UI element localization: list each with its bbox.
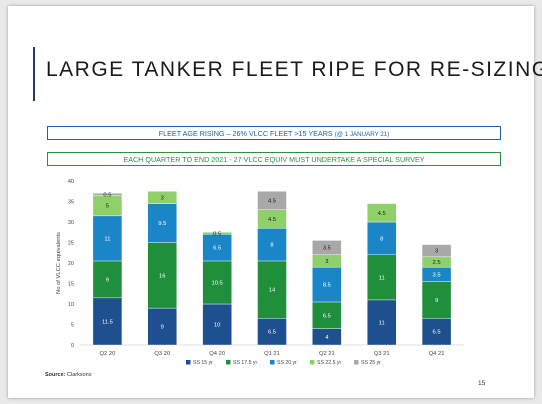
x-tick-label: Q1 21 (264, 351, 280, 357)
bar-value-label: 9 (161, 325, 164, 331)
bar-value-label: 6.5 (213, 246, 221, 252)
bar-segment (367, 221, 397, 255)
bar-segment (147, 203, 177, 243)
bar-segment (202, 232, 232, 235)
fleet-age-banner: FLEET AGE RISING – 26% VLCC FLEET >15 YE… (47, 126, 501, 140)
bar-segment (257, 227, 287, 262)
bar-value-label: 6.5 (433, 330, 441, 336)
fleet-age-banner-text: FLEET AGE RISING – 26% VLCC FLEET >15 YE… (158, 129, 335, 138)
slide-title: LARGE TANKER FLEET RIPE FOR RE-SIZING (46, 58, 542, 81)
y-tick-label: 30 (68, 220, 74, 226)
bar-segment (92, 193, 123, 196)
legend-swatch (226, 360, 231, 365)
bar-value-label: 0.5 (103, 192, 111, 198)
bar-value-label: 3.5 (323, 246, 331, 252)
legend-label: SS 22.5 yr (317, 360, 341, 366)
bar-value-label: 16 (159, 273, 165, 279)
bar-value-label: 11 (379, 275, 385, 281)
bar-value-label: 8 (380, 236, 383, 242)
bar-value-label: 5 (106, 204, 109, 210)
x-tick-label: Q2 20 (100, 351, 116, 357)
fleet-age-banner-date: (@ 1 JANUARY 21) (334, 131, 390, 138)
bar-value-label: 6.5 (323, 313, 331, 319)
bar-segment (257, 318, 287, 346)
bar-segment (202, 260, 232, 305)
bar-segment (257, 191, 287, 210)
bar-value-label: 0.5 (213, 231, 221, 237)
bar-value-label: 14 (269, 288, 276, 294)
page-number: 15 (478, 380, 486, 387)
bar-value-label: 9 (435, 298, 438, 304)
x-tick-label: Q4 21 (429, 351, 445, 357)
y-tick-label: 20 (68, 261, 74, 267)
bar-value-label: 10.5 (211, 280, 222, 286)
legend-swatch (354, 360, 359, 365)
legend-swatch (310, 360, 315, 365)
bar-value-label: 8.5 (323, 283, 331, 289)
x-tick-label: Q3 20 (154, 351, 170, 357)
y-tick-label: 35 (68, 200, 74, 206)
bar-segment (147, 307, 177, 346)
legend-label: SS 25 yr (361, 360, 381, 366)
bar-value-label: 11 (379, 320, 385, 326)
bar-segment (147, 191, 177, 204)
bar-segment (202, 234, 232, 262)
bar-segment (367, 203, 397, 223)
bar-value-label: 4.5 (378, 211, 386, 217)
legend-label: SS 20 yr (277, 360, 297, 366)
y-axis-title: No of VLCC equivalents (56, 232, 62, 294)
source-value: Clarksons (67, 372, 92, 378)
bar-value-label: 9.5 (158, 221, 166, 227)
legend-swatch (270, 360, 275, 365)
bar-value-label: 3 (325, 259, 328, 265)
bar-segment (257, 260, 287, 319)
bar-value-label: 3 (161, 195, 164, 201)
y-tick-label: 15 (68, 282, 74, 288)
bar-value-label: 3 (435, 249, 438, 255)
source-label: Source: (45, 372, 66, 378)
y-tick-label: 5 (71, 323, 74, 329)
y-tick-label: 10 (68, 302, 74, 308)
source-note: Source: Clarksons (45, 372, 91, 378)
bar-segment (367, 299, 397, 346)
title-accent-bar (33, 47, 35, 101)
bar-value-label: 10 (214, 323, 220, 329)
bar-value-label: 4 (325, 335, 329, 341)
bar-value-label: 11.5 (102, 319, 113, 325)
bar-value-label: 4.5 (268, 217, 276, 223)
bar-value-label: 8 (270, 243, 273, 249)
bar-segment (367, 254, 397, 301)
y-tick-label: 40 (68, 179, 74, 185)
special-survey-banner: EACH QUARTER TO END 2021 - 27 VLCC EQUIV… (47, 152, 501, 166)
bar-segment (92, 297, 123, 346)
legend-label: SS 17.5 yr (233, 360, 257, 366)
y-tick-label: 25 (68, 241, 74, 247)
bar-segment (92, 215, 123, 262)
bar-value-label: 3.5 (433, 272, 441, 278)
legend-swatch (186, 360, 191, 365)
legend-label: SS 15 yr (193, 360, 213, 366)
x-tick-label: Q3 21 (374, 351, 390, 357)
bar-value-label: 4.5 (268, 198, 276, 204)
bar-value-label: 11 (104, 236, 110, 242)
bar-value-label: 9 (106, 277, 109, 283)
bar-segment (312, 240, 342, 255)
bar-segment (92, 260, 123, 299)
bar-value-label: 2.5 (433, 260, 441, 266)
y-tick-label: 0 (71, 343, 74, 349)
bar-segment (421, 318, 452, 346)
x-tick-label: Q2 21 (319, 351, 335, 357)
bar-value-label: 6.5 (268, 330, 276, 336)
bar-segment (421, 244, 452, 258)
x-tick-label: Q4 20 (209, 351, 225, 357)
